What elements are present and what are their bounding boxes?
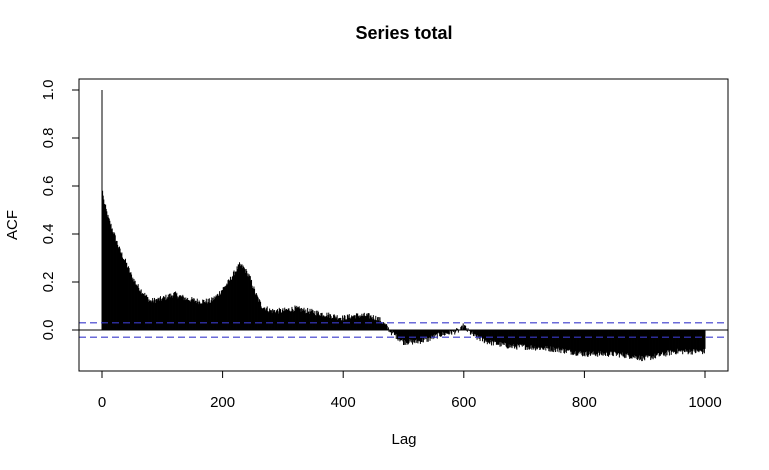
x-axis-label: Lag (391, 431, 416, 448)
y-tick-label: 0.4 (40, 224, 57, 245)
x-tick-label: 1000 (688, 394, 721, 411)
acf-bars (101, 90, 706, 362)
x-tick-label: 600 (451, 394, 476, 411)
y-tick-label: 1.0 (40, 80, 57, 101)
x-axis: 0 200 400 600 800 1000 (98, 370, 722, 411)
y-axis: 0.0 0.2 0.4 0.6 0.8 1.0 (40, 80, 80, 341)
y-tick-label: 0.6 (40, 176, 57, 197)
x-tick-label: 400 (331, 394, 356, 411)
y-axis-label: ACF (4, 210, 21, 240)
y-tick-label: 0.2 (40, 272, 57, 293)
chart-title: Series total (355, 23, 452, 43)
x-tick-label: 200 (210, 394, 235, 411)
x-tick-label: 800 (572, 394, 597, 411)
x-tick-label: 0 (98, 394, 106, 411)
y-tick-label: 0.0 (40, 320, 57, 341)
y-tick-label: 0.8 (40, 128, 57, 149)
